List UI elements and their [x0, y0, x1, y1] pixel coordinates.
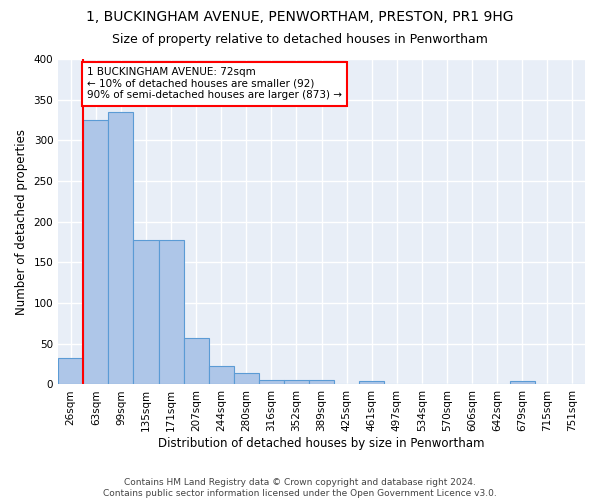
Bar	[83, 120, 109, 384]
Bar	[184, 338, 209, 384]
Bar	[284, 380, 309, 384]
Text: Size of property relative to detached houses in Penwortham: Size of property relative to detached ho…	[112, 32, 488, 46]
Bar	[359, 381, 385, 384]
Text: 1 BUCKINGHAM AVENUE: 72sqm
← 10% of detached houses are smaller (92)
90% of semi: 1 BUCKINGHAM AVENUE: 72sqm ← 10% of deta…	[87, 67, 342, 100]
X-axis label: Distribution of detached houses by size in Penwortham: Distribution of detached houses by size …	[158, 437, 485, 450]
Bar	[259, 380, 284, 384]
Bar	[109, 112, 133, 384]
Bar	[209, 366, 234, 384]
Bar	[158, 240, 184, 384]
Bar	[58, 358, 83, 384]
Y-axis label: Number of detached properties: Number of detached properties	[15, 128, 28, 314]
Bar	[510, 381, 535, 384]
Bar	[133, 240, 158, 384]
Text: Contains HM Land Registry data © Crown copyright and database right 2024.
Contai: Contains HM Land Registry data © Crown c…	[103, 478, 497, 498]
Bar	[309, 380, 334, 384]
Text: 1, BUCKINGHAM AVENUE, PENWORTHAM, PRESTON, PR1 9HG: 1, BUCKINGHAM AVENUE, PENWORTHAM, PRESTO…	[86, 10, 514, 24]
Bar	[234, 373, 259, 384]
